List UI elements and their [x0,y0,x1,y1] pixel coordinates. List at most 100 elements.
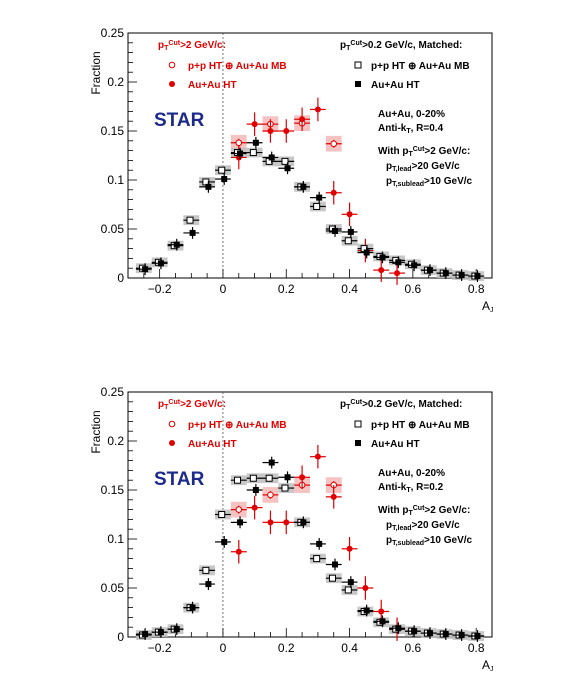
data-point [404,259,421,272]
data-point [199,566,216,574]
open-square-marker [354,420,362,428]
data-point [310,555,326,563]
star-logo: STAR [154,110,205,131]
panel-1: 0 0.05 0.1 0.15 0.2 0.25 −0.2 0 0.2 0.4 0.6 0.8 Frac… [89,26,494,314]
legend-entry: Au+Au HT [371,439,420,450]
y-tick-label: 0.05 [101,581,125,595]
y-tick-label: 0 [117,630,124,644]
data-point [135,263,152,276]
data-point [230,516,247,529]
data-point [215,173,231,185]
data-point [262,119,279,143]
legend-entry: p+p HT ⊕ Au+Au MB [371,420,470,431]
lead-cut-label: pT,lead>20 GeV/c [386,161,460,173]
data-point [468,630,485,642]
data-point [357,576,374,600]
filled-circle-marker [169,81,175,87]
x-axis-title: AJ [482,299,494,314]
data-point [373,615,390,628]
x-tick-label: −0.2 [148,641,172,655]
legend-entry: Au+Au HT [188,80,237,91]
data-point [325,139,342,148]
data-point [230,147,247,160]
y-tick-label: 0.1 [107,173,124,187]
data-point [262,490,279,499]
x-tick-label: 0 [220,641,227,655]
data-point [325,225,342,237]
data-point [389,256,405,269]
data-point [373,251,390,264]
y-tick-label: 0.25 [101,26,125,40]
legend-entry: p+p HT ⊕ Au+Au MB [188,420,287,431]
y-tick-label: 0.15 [101,483,125,497]
data-point [262,474,279,482]
data-point [199,180,216,193]
panel-2: 0 0.05 0.1 0.15 0.2 0.25 −0.2 0 0.2 0.4 0.6 0.8 Frac… [89,385,494,673]
data-point [278,510,295,535]
data-point [436,267,453,279]
data-point [294,465,310,490]
data-point [294,516,310,529]
filled-square-marker [355,440,361,446]
legend-left-header: pTCut>2 GeV/c: [158,40,226,52]
data-point [246,136,263,149]
centrality-label: Au+Au, 0-20% [378,468,445,479]
data-point [278,119,295,143]
legend-left-header: pTCut>2 GeV/c: [158,399,226,411]
data-point [310,444,326,469]
data-point [167,623,184,636]
y-tick-label: 0.15 [101,124,125,138]
y-tick-label: 0 [117,271,124,285]
data-point [373,258,390,282]
data-point [373,599,390,624]
legend-entry: Au+Au HT [188,439,237,450]
sublead-cut-label: pT,sublead>10 GeV/c [386,535,473,547]
x-tick-label: 0.4 [341,641,358,655]
open-circle-marker [168,61,176,69]
data-point [135,628,152,640]
x-tick-label: 0.4 [341,282,358,296]
filled-square-marker [355,81,361,87]
data-point [151,257,168,270]
legend-entry: p+p HT ⊕ Au+Au MB [188,61,287,72]
data-point [262,510,279,535]
data-point [246,495,263,520]
data-point [325,558,342,571]
x-tick-label: −0.2 [148,282,172,296]
data-point [341,226,358,238]
filled-circle-marker [169,440,175,446]
cut-label: With pTCut>2 GeV/c: [378,505,470,517]
y-tick-label: 0.2 [107,434,124,448]
data-point [246,474,263,482]
data-point [310,191,326,204]
data-point [199,578,216,590]
data-point [278,157,295,165]
data-point [420,627,437,639]
data-point [310,538,326,550]
centrality-label: Au+Au, 0-20% [378,109,445,120]
x-tick-label: 0.2 [278,282,295,296]
data-point [341,586,358,594]
x-tick-label: 0.6 [405,641,422,655]
data-point [151,626,168,638]
y-axis-title: Fraction [89,410,103,453]
data-point [294,180,310,193]
jet-algorithm-label: Anti-kT, R=0.2 [378,482,444,494]
legend-entry: p+p HT ⊕ Au+Au MB [371,61,470,72]
x-tick-label: 0.8 [468,282,485,296]
jet-algorithm-label: Anti-kT, R=0.4 [378,123,444,135]
data-point [341,537,358,561]
data-point [341,576,358,588]
data-point [325,485,342,509]
x-tick-label: 0 [220,282,227,296]
data-point [246,149,263,157]
data-point [278,471,295,484]
data-point [341,202,358,227]
data-point [230,539,247,564]
legend-right-header: pTCut>0.2 GeV/c, Matched: [340,40,462,52]
open-circle-marker [168,420,176,428]
y-tick-label: 0.1 [107,532,124,546]
data-point [452,629,469,641]
y-tick-label: 0.25 [101,385,125,399]
